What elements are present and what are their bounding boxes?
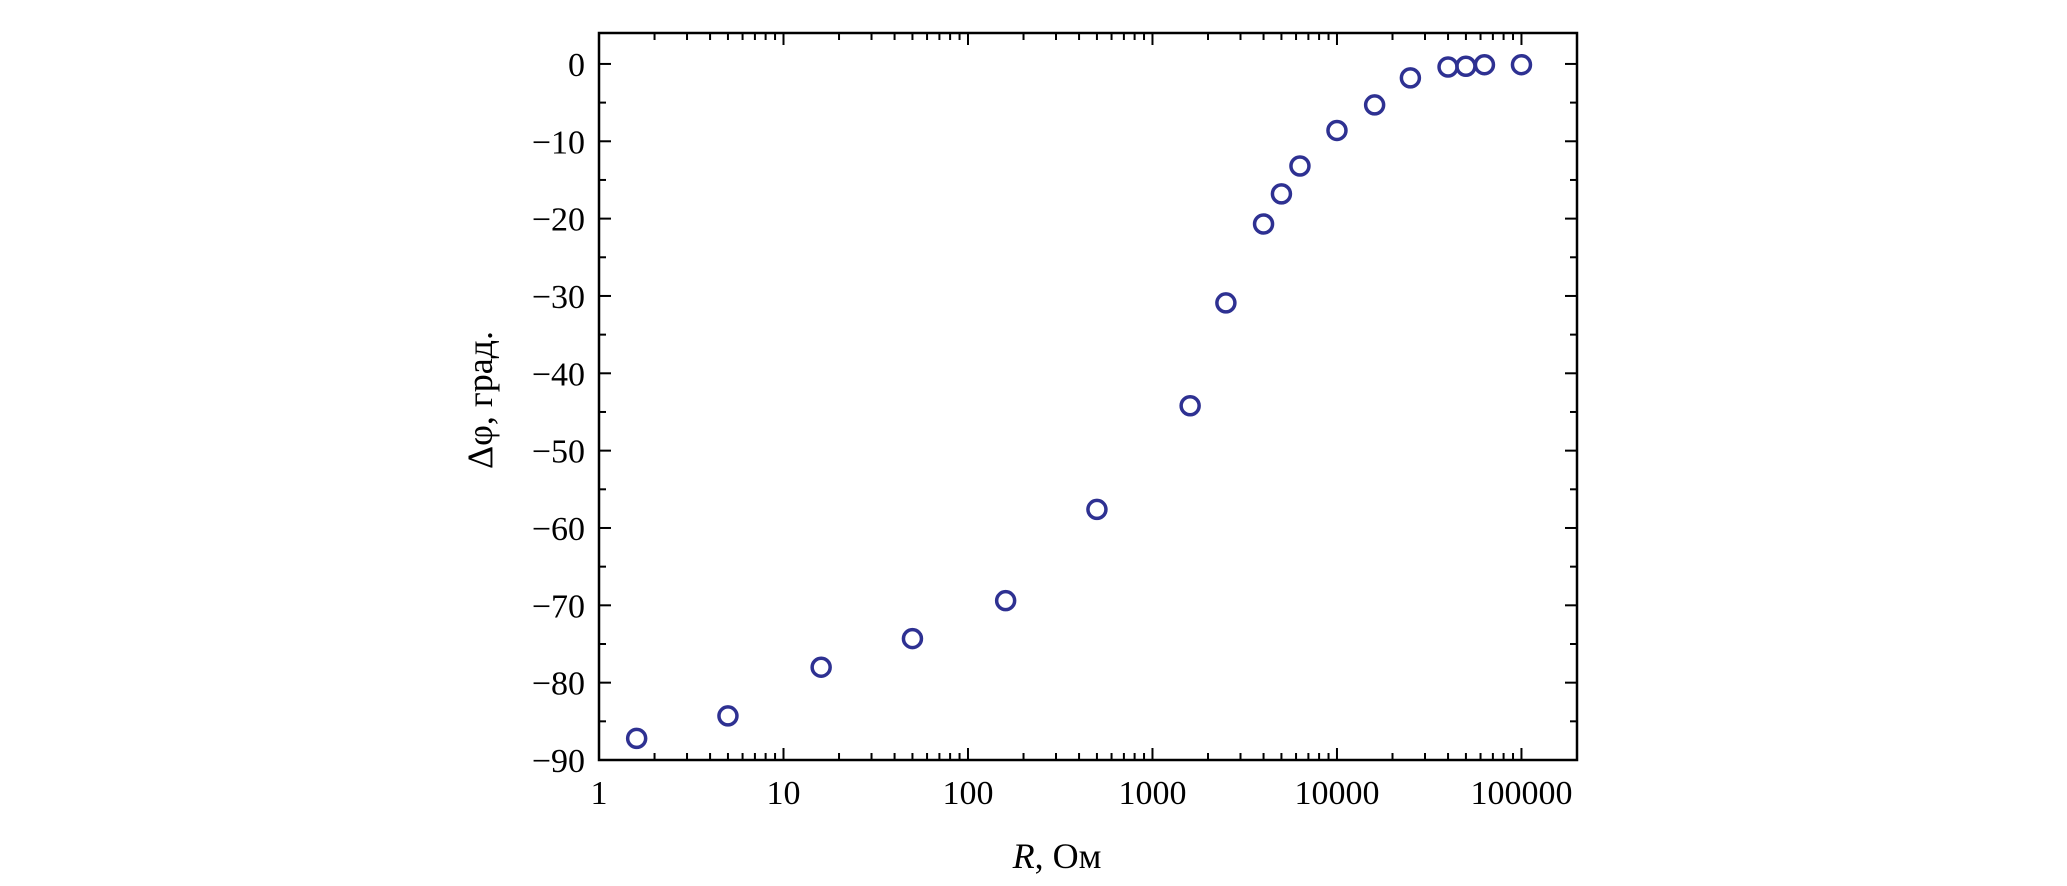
x-tick-label: 100	[942, 775, 993, 812]
data-point	[717, 705, 739, 727]
data-point	[1215, 292, 1237, 314]
y-axis-ticks: 0 −10 −20 −30 −40 −50 −60 −70 −80 −90	[532, 47, 1577, 780]
y-tick-label: −10	[532, 124, 585, 161]
data-point	[810, 656, 832, 678]
x-axis-variable: R	[1012, 836, 1035, 876]
data-point	[1086, 498, 1108, 521]
y-tick-label: −50	[532, 434, 585, 471]
x-axis-ticks: 1 10 100 1000 10000 100000	[591, 33, 1578, 812]
data-point	[1363, 94, 1386, 116]
data-point	[1270, 183, 1293, 205]
data-point	[1455, 55, 1477, 78]
data-point	[901, 627, 924, 650]
y-tick-label: −70	[532, 588, 585, 625]
y-tick-label: −30	[532, 279, 585, 316]
y-axis-title: Δφ, град.	[460, 331, 500, 469]
y-tick-label: 0	[568, 47, 585, 84]
data-point	[1473, 53, 1496, 76]
plot-frame	[597, 31, 1579, 762]
data-point	[1510, 53, 1533, 76]
y-tick-label: −40	[532, 356, 585, 393]
x-tick-label: 100000	[1470, 775, 1572, 812]
data-point	[1252, 213, 1275, 235]
data-point	[1437, 56, 1459, 78]
data-point	[994, 589, 1017, 612]
x-axis-title: R, Ом	[1012, 836, 1102, 876]
data-point	[625, 727, 648, 750]
data-points	[625, 53, 1533, 750]
x-tick-label: 1	[591, 775, 608, 812]
y-tick-label: −20	[532, 202, 585, 239]
y-tick-label: −60	[532, 511, 585, 548]
data-point	[1289, 155, 1311, 177]
x-tick-label: 10	[766, 775, 800, 812]
x-axis-unit: , Ом	[1035, 836, 1102, 876]
x-tick-label: 10000	[1294, 775, 1379, 812]
data-point	[1399, 67, 1422, 89]
y-tick-label: −90	[532, 743, 585, 780]
data-point	[1326, 119, 1348, 142]
data-point	[1179, 395, 1201, 417]
x-tick-label: 1000	[1118, 775, 1186, 812]
y-tick-label: −80	[532, 666, 585, 703]
